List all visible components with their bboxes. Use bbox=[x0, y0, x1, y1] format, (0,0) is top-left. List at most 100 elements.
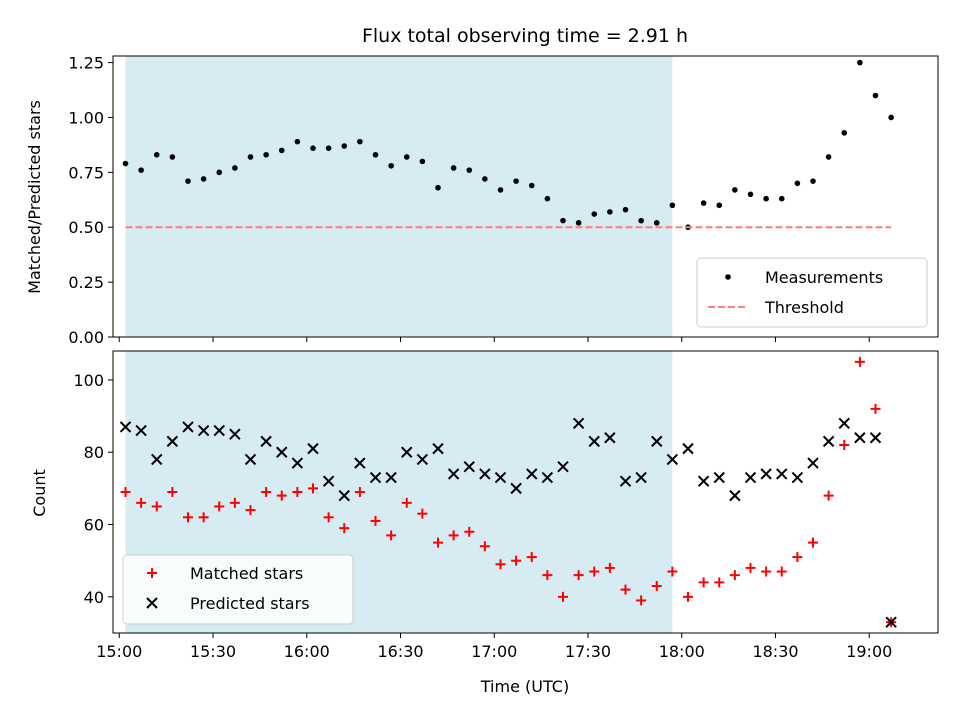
matched-star-point bbox=[823, 490, 834, 501]
measurement-point bbox=[263, 151, 269, 158]
predicted-star-point bbox=[635, 471, 647, 484]
measurement-point bbox=[732, 187, 738, 193]
measurement-point bbox=[310, 145, 316, 152]
matched-star-point bbox=[870, 403, 881, 414]
predicted-star-point bbox=[182, 421, 194, 433]
predicted-star-point bbox=[291, 457, 304, 469]
matched-star-point bbox=[136, 497, 147, 508]
measurement-point bbox=[591, 211, 598, 217]
measurement-point bbox=[513, 178, 519, 184]
matched-star-point bbox=[854, 356, 865, 367]
matched-star-point bbox=[245, 505, 256, 516]
predicted-star-point bbox=[244, 453, 257, 466]
top-marks-layer bbox=[122, 59, 894, 231]
predicted-star-point bbox=[666, 453, 679, 466]
top-legend-measurements-marker bbox=[725, 274, 731, 280]
x-tick-label-7: 18:30 bbox=[752, 642, 798, 661]
top-x-axis bbox=[118, 337, 870, 342]
predicted-star-point bbox=[119, 421, 132, 433]
predicted-star-point bbox=[854, 432, 866, 444]
measurement-point bbox=[216, 169, 223, 176]
predicted-star-point bbox=[588, 435, 600, 448]
predicted-star-point bbox=[604, 432, 616, 444]
matched-star-point bbox=[167, 487, 178, 497]
matched-star-point bbox=[542, 570, 553, 581]
measurement-point bbox=[294, 138, 301, 145]
bottom-x-axis-label: Time (UTC) bbox=[480, 677, 569, 696]
measurement-point bbox=[794, 180, 801, 187]
matched-star-point bbox=[776, 566, 787, 577]
predicted-star-point bbox=[760, 468, 772, 480]
matched-star-point bbox=[354, 487, 365, 497]
top-y-tick-label-3: 0.75 bbox=[68, 163, 104, 182]
measurement-point bbox=[153, 151, 160, 158]
matched-star-point bbox=[526, 552, 537, 563]
predicted-star-point bbox=[416, 453, 429, 466]
predicted-star-point bbox=[479, 468, 491, 480]
matched-star-point bbox=[198, 512, 209, 523]
measurement-point bbox=[778, 195, 785, 202]
top-legend-box bbox=[696, 257, 928, 328]
matched-star-point bbox=[573, 570, 584, 581]
matched-star-point bbox=[183, 512, 193, 523]
predicted-star-point bbox=[885, 616, 897, 628]
x-tick-label-3: 16:30 bbox=[377, 642, 423, 661]
measurement-point bbox=[169, 154, 176, 160]
matched-star-point bbox=[745, 562, 756, 573]
matched-star-point bbox=[261, 487, 272, 497]
measurement-point bbox=[482, 176, 488, 182]
matched-star-point bbox=[495, 559, 506, 570]
top-y-axis-label: Matched/Predicted stars bbox=[25, 100, 44, 294]
matched-star-point bbox=[323, 512, 334, 523]
predicted-star-point bbox=[401, 446, 413, 458]
matched-star-point bbox=[401, 497, 412, 508]
matched-star-point bbox=[558, 591, 568, 602]
measurement-point bbox=[607, 209, 613, 215]
predicted-star-point bbox=[729, 489, 741, 502]
predicted-star-point bbox=[619, 475, 632, 487]
top-observing-span bbox=[125, 56, 673, 337]
measurement-point bbox=[763, 195, 769, 202]
measurement-point bbox=[185, 178, 191, 184]
matched-star-point bbox=[589, 566, 600, 577]
matched-star-point bbox=[714, 577, 725, 588]
measurement-point bbox=[200, 176, 207, 182]
top-panel: Flux total observing time = 2.91 h 0.000… bbox=[25, 25, 939, 347]
matched-star-point bbox=[339, 523, 350, 534]
matched-star-point bbox=[151, 501, 162, 512]
measurement-point bbox=[622, 206, 629, 213]
measurement-point bbox=[325, 145, 332, 152]
predicted-star-point bbox=[322, 475, 335, 487]
x-tick-label-5: 17:30 bbox=[565, 642, 611, 661]
predicted-star-point bbox=[229, 428, 241, 440]
bot-y-tick-label-2: 80 bbox=[84, 443, 104, 462]
predicted-star-point bbox=[776, 468, 788, 480]
measurement-point bbox=[528, 182, 535, 189]
matched-star-point bbox=[276, 490, 287, 501]
measurement-point bbox=[419, 158, 426, 165]
bottom-legend-predicted-label: Predicted stars bbox=[190, 594, 310, 613]
predicted-star-point bbox=[276, 446, 288, 458]
matched-star-point bbox=[417, 508, 428, 519]
bottom-y-axis-label: Count bbox=[30, 469, 49, 517]
predicted-star-point bbox=[822, 435, 835, 448]
matched-star-point bbox=[604, 562, 615, 573]
top-y-tick-label-0: 0.00 bbox=[68, 328, 104, 347]
predicted-star-point bbox=[369, 471, 382, 484]
predicted-star-point bbox=[807, 457, 819, 469]
measurement-point bbox=[372, 151, 379, 158]
bottom-legend: Matched stars Predicted stars bbox=[122, 554, 354, 625]
matched-star-point bbox=[667, 566, 678, 577]
matched-star-point bbox=[292, 487, 303, 497]
predicted-star-point bbox=[166, 435, 179, 448]
predicted-star-point bbox=[557, 460, 569, 473]
measurement-point bbox=[841, 130, 848, 136]
matched-star-point bbox=[808, 537, 818, 548]
measurement-point bbox=[825, 154, 832, 160]
measurement-point bbox=[716, 202, 723, 209]
predicted-star-point bbox=[197, 424, 210, 437]
measurement-point bbox=[872, 92, 879, 99]
matched-star-point bbox=[479, 541, 490, 552]
measurement-point bbox=[435, 184, 441, 191]
